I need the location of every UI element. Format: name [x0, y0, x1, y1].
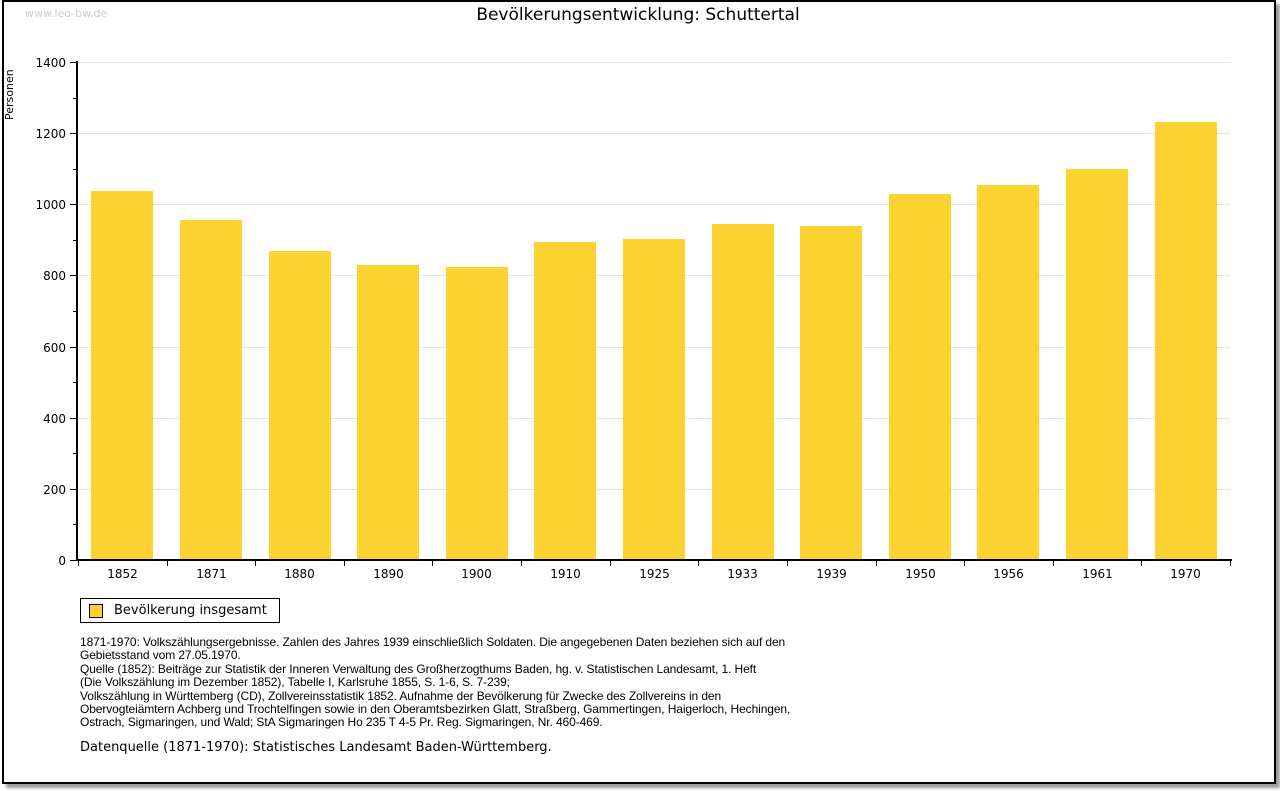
y-axis-tick [70, 133, 77, 134]
y-axis-label: 1200 [35, 127, 66, 141]
y-axis-minor-tick [73, 453, 77, 454]
x-axis-tick [167, 561, 168, 566]
y-axis-minor-tick [73, 311, 77, 312]
y-axis-tick [70, 204, 77, 205]
bar-1880 [269, 251, 331, 559]
x-axis-tick [698, 561, 699, 566]
y-axis-minor-tick [73, 98, 77, 99]
bar-1933 [712, 224, 774, 559]
bar-1852 [91, 191, 153, 559]
x-axis-tick [432, 561, 433, 566]
y-axis-label: 0 [58, 554, 66, 568]
x-axis-label: 1950 [905, 567, 936, 581]
footnote-line: Quelle (1852): Beiträge zur Statistik de… [80, 661, 757, 676]
y-axis-tick [70, 347, 77, 348]
x-axis-label: 1890 [373, 567, 404, 581]
datasource-line: Datenquelle (1871-1970): Statistisches L… [80, 740, 552, 755]
footnote-line: Ostrach, Sigmaringen, und Wald; StA Sigm… [80, 715, 603, 730]
x-axis-label: 1956 [993, 567, 1024, 581]
y-axis-tick [70, 560, 77, 561]
x-axis-label: 1871 [196, 567, 227, 581]
y-axis-label: 200 [43, 483, 66, 497]
y-axis-minor-tick [73, 169, 77, 170]
y-axis-tick [70, 275, 77, 276]
footnotes: 1871-1970: Volkszählungsergebnisse. Zahl… [80, 635, 791, 730]
footnote-line: Volkszählung in Württemberg (CD), Zollve… [80, 688, 722, 703]
y-axis-minor-tick [73, 240, 77, 241]
x-axis-tick [255, 561, 256, 566]
x-axis-label: 1933 [727, 567, 758, 581]
x-axis-label: 1961 [1082, 567, 1113, 581]
legend-label: Bevölkerung insgesamt [114, 603, 267, 618]
y-axis-label: 1000 [35, 198, 66, 212]
bar-1970 [1155, 122, 1217, 559]
legend-swatch-icon [89, 603, 103, 618]
bar-1871 [180, 220, 242, 559]
x-axis-tick [787, 561, 788, 566]
y-axis-tick [70, 489, 77, 490]
bar-1939 [800, 226, 862, 559]
bar-1961 [1066, 169, 1128, 559]
y-axis-minor-tick [73, 524, 77, 525]
x-axis-tick [1230, 561, 1231, 566]
bar-1956 [977, 185, 1039, 559]
x-axis-label: 1880 [284, 567, 315, 581]
bar-1900 [446, 267, 508, 559]
x-axis-label: 1939 [816, 567, 847, 581]
x-axis-tick [610, 561, 611, 566]
bar-1925 [623, 239, 685, 559]
y-axis-label: 800 [43, 269, 66, 283]
y-axis-label: 600 [43, 341, 66, 355]
x-axis-label: 1900 [461, 567, 492, 581]
bar-1910 [534, 242, 596, 559]
y-axis-label: 1400 [35, 56, 66, 70]
chart-title: Bevölkerungsentwicklung: Schuttertal [476, 5, 800, 25]
x-axis-label: 1970 [1170, 567, 1201, 581]
y-axis-line [76, 61, 78, 561]
x-axis-tick [876, 561, 877, 566]
x-axis-tick [78, 561, 79, 566]
footnote-line: 1871-1970: Volkszählungsergebnisse. Zahl… [80, 635, 786, 649]
watermark: www.leo-bw.de [25, 7, 108, 20]
x-axis-line [76, 559, 1232, 561]
gridline [79, 204, 1230, 205]
gridline [79, 62, 1230, 63]
y-axis-minor-tick [73, 382, 77, 383]
x-axis-tick [344, 561, 345, 566]
x-axis-tick [1053, 561, 1054, 566]
x-axis-tick [1141, 561, 1142, 566]
footnote-line: (Die Volkszählung im Dezember 1852), Tab… [80, 675, 510, 690]
y-axis-label: 400 [43, 412, 66, 426]
gridline [79, 133, 1230, 134]
footnote-line: Gebietsstand vom 27.05.1970. [80, 648, 241, 663]
legend: Bevölkerung insgesamt [80, 598, 280, 623]
x-axis-label: 1925 [639, 567, 670, 581]
y-axis-tick [70, 418, 77, 419]
y-axis-tick [70, 62, 77, 63]
x-axis-tick [521, 561, 522, 566]
bar-1890 [357, 265, 419, 559]
bar-1950 [889, 194, 951, 559]
x-axis-tick [964, 561, 965, 566]
footnote-line: Obervogteiämtern Achberg und Trochtelfin… [80, 702, 791, 717]
x-axis-label: 1852 [107, 567, 138, 581]
x-axis-label: 1910 [550, 567, 581, 581]
